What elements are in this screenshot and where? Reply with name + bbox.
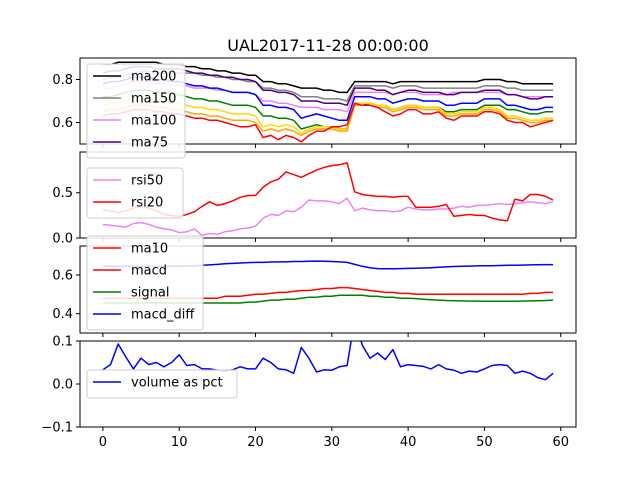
x-tick-label: 40: [400, 435, 417, 450]
y-tick-label: 0.5: [52, 186, 73, 201]
y-tick-label: 0.1: [52, 335, 73, 350]
legend-volume: volume as pct: [86, 369, 238, 399]
legend-moving-averages: ma200 ma150 ma100 ma75: [86, 63, 186, 159]
x-tick-label: 50: [476, 435, 493, 450]
y-tick-label: −0.1: [41, 421, 73, 436]
x-tick-label: 20: [247, 435, 264, 450]
legend-label: signal: [131, 286, 169, 301]
panel-volume: −0.1 0.0 0.1 0 10 20 30 40 50 60: [41, 335, 577, 450]
axes-frame: [79, 151, 577, 239]
legend-label: ma150: [131, 92, 176, 107]
legend-label: ma10: [131, 242, 168, 257]
chart-title: UAL2017-11-28 00:00:00: [227, 36, 429, 55]
series-line-volume as pct: [102, 341, 554, 381]
x-tick-label: 30: [324, 435, 341, 450]
legend-label: macd: [131, 264, 167, 279]
y-tick-label: 0.4: [52, 307, 73, 322]
y-tick-label: 0.6: [52, 269, 73, 284]
legend-label: rsi50: [131, 174, 163, 189]
legend-label: macd_diff: [131, 308, 195, 323]
legend-label: ma200: [131, 70, 176, 85]
y-tick-label: 0.8: [52, 73, 73, 88]
series-group: [102, 341, 554, 381]
legend-label: ma100: [131, 114, 176, 129]
y-tick-label: 0.0: [52, 232, 73, 247]
legend-label: ma75: [131, 136, 168, 151]
y-tick-label: 0.0: [52, 378, 73, 393]
series-line-rsi50: [102, 197, 554, 237]
x-tick-label: 10: [171, 435, 188, 450]
legend-rsi: rsi50 rsi20: [86, 167, 184, 219]
legend-label: volume as pct: [131, 376, 223, 391]
x-tick-label: 60: [552, 435, 569, 450]
panels: 0.6 0.8 0.0 0.5 0.4 0.6 −0.1 0.0 0.1 0 10 20 30 40 50 6…: [41, 57, 577, 450]
legend-macd: ma10 macd signal macd_diff: [86, 235, 204, 331]
y-tick-label: 0.6: [52, 116, 73, 131]
legend-label: rsi20: [131, 196, 163, 211]
axes-frame: [79, 57, 577, 145]
x-tick-label: 0: [99, 435, 107, 450]
axes-frame: [79, 245, 577, 334]
